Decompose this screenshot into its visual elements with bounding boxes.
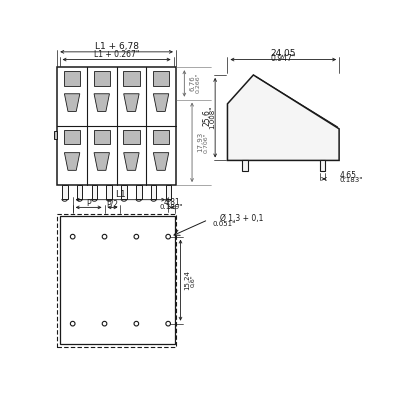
Polygon shape <box>228 75 339 160</box>
Text: 17,93: 17,93 <box>197 132 203 152</box>
Bar <box>62 185 68 199</box>
Text: L1: L1 <box>115 190 126 199</box>
Circle shape <box>70 234 75 239</box>
Bar <box>151 185 156 199</box>
Bar <box>123 130 139 144</box>
Polygon shape <box>153 153 169 170</box>
Polygon shape <box>124 153 139 170</box>
Bar <box>121 185 127 199</box>
Polygon shape <box>153 94 169 112</box>
Bar <box>153 71 169 86</box>
Text: 4,81: 4,81 <box>163 198 180 206</box>
Bar <box>136 185 142 199</box>
Polygon shape <box>64 94 80 112</box>
Bar <box>106 185 112 199</box>
Bar <box>60 216 175 344</box>
Polygon shape <box>64 153 80 170</box>
Text: 4,65: 4,65 <box>339 171 356 180</box>
Text: 25,6: 25,6 <box>203 109 212 126</box>
Bar <box>243 160 248 171</box>
Bar <box>54 132 57 139</box>
Bar <box>94 130 110 144</box>
Bar <box>94 71 110 86</box>
Circle shape <box>166 321 171 326</box>
Bar <box>153 130 169 144</box>
Text: 0.706": 0.706" <box>203 132 209 153</box>
Circle shape <box>134 321 139 326</box>
Text: 0.266": 0.266" <box>196 72 201 93</box>
Bar <box>92 185 97 199</box>
Bar <box>166 185 171 199</box>
Circle shape <box>70 321 75 326</box>
Text: P: P <box>86 199 91 208</box>
Bar <box>57 67 176 185</box>
Circle shape <box>102 321 107 326</box>
Polygon shape <box>124 94 139 112</box>
Text: 0.183": 0.183" <box>339 178 363 184</box>
Polygon shape <box>94 94 109 112</box>
Text: 24,05: 24,05 <box>271 49 296 58</box>
Polygon shape <box>94 153 109 170</box>
Text: P/2: P/2 <box>107 199 118 208</box>
Bar <box>320 160 325 171</box>
Text: Ø 1,3 + 0,1: Ø 1,3 + 0,1 <box>220 214 263 223</box>
Bar <box>123 71 139 86</box>
Bar <box>77 185 82 199</box>
Text: 0.947": 0.947" <box>271 54 296 63</box>
Circle shape <box>102 234 107 239</box>
Circle shape <box>134 234 139 239</box>
Text: L1 + 0.267": L1 + 0.267" <box>94 50 139 60</box>
Circle shape <box>166 234 171 239</box>
Text: 6.76: 6.76 <box>189 75 195 90</box>
Bar <box>64 130 80 144</box>
Bar <box>57 214 176 347</box>
Text: 15,24: 15,24 <box>184 270 190 290</box>
Text: 0,6": 0,6" <box>190 274 195 286</box>
Text: 0.051": 0.051" <box>213 220 236 226</box>
Text: 1.008": 1.008" <box>209 106 215 129</box>
Text: L1 + 6,78: L1 + 6,78 <box>94 42 139 51</box>
Bar <box>64 71 80 86</box>
Text: 0.189": 0.189" <box>160 204 183 210</box>
